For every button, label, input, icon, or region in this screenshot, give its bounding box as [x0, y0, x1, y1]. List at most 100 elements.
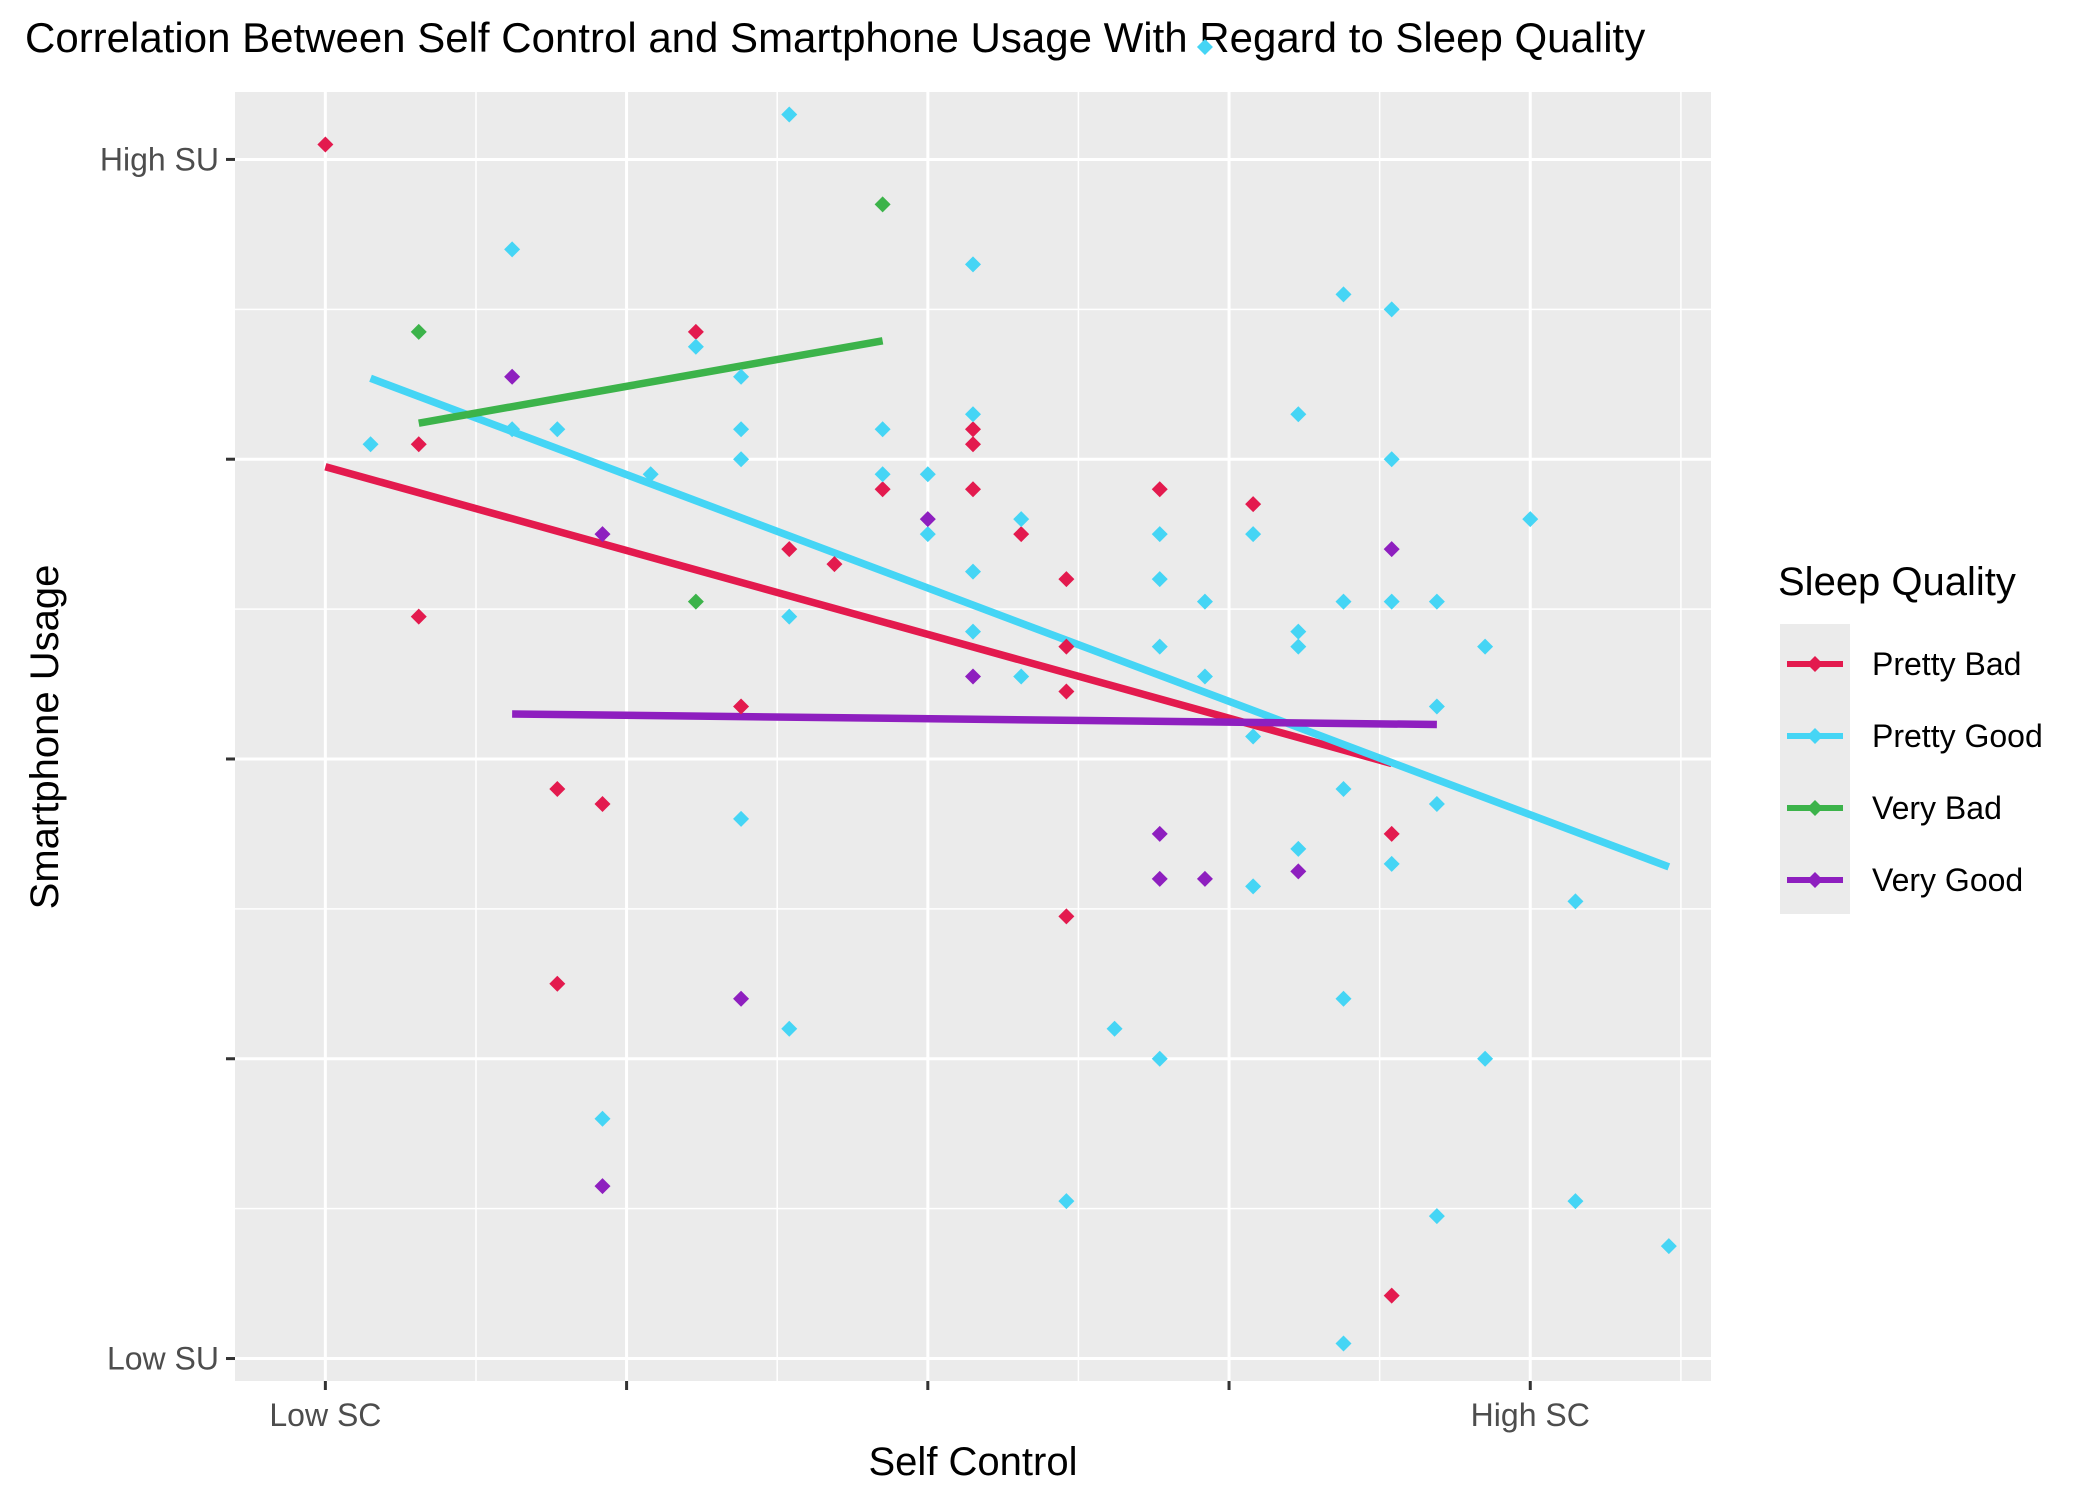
point-pretty-good [965, 256, 981, 273]
point-pretty-bad [1383, 825, 1400, 842]
point-pretty-bad [1058, 571, 1075, 588]
point-very-bad [687, 593, 704, 610]
point-pretty-good [1428, 698, 1445, 715]
point-pretty-good [362, 436, 379, 453]
legend-key-point [1807, 728, 1823, 744]
point-pretty-good [1522, 511, 1539, 528]
point-pretty-good [1660, 1238, 1677, 1255]
legend-key-point [1807, 872, 1823, 888]
point-pretty-good [1567, 1193, 1584, 1210]
point-pretty-good [1290, 623, 1307, 640]
point-very-good [1196, 870, 1213, 887]
point-pretty-good [1290, 406, 1307, 423]
point-pretty-good [1151, 638, 1168, 655]
point-pretty-bad [1245, 496, 1262, 513]
data-points [317, 39, 1677, 1352]
legend-label: Pretty Good [1872, 718, 2043, 754]
trend-lines [324, 337, 1671, 871]
point-very-good [504, 368, 521, 385]
y-tick-label: High SU [100, 141, 219, 177]
point-pretty-bad [965, 421, 981, 438]
legend-label: Pretty Bad [1872, 646, 2021, 682]
point-pretty-good [1335, 990, 1352, 1007]
point-pretty-good [919, 526, 936, 543]
point-pretty-bad [965, 481, 981, 498]
point-pretty-good [1477, 638, 1494, 655]
point-pretty-good [1335, 780, 1352, 797]
point-pretty-bad [1383, 1287, 1400, 1304]
point-pretty-good [965, 406, 981, 423]
point-pretty-good [965, 623, 981, 640]
legend: Sleep Quality Pretty Bad Pretty Good Very … [1778, 560, 2043, 914]
point-pretty-good [1013, 668, 1030, 685]
point-pretty-good [1058, 1193, 1075, 1210]
point-pretty-bad [781, 541, 798, 558]
point-pretty-bad [687, 323, 704, 340]
point-very-bad [874, 196, 891, 213]
point-pretty-bad [410, 608, 427, 625]
point-pretty-good [781, 106, 798, 123]
point-pretty-good [733, 421, 750, 438]
trend-line-pretty-good [369, 374, 1671, 871]
point-pretty-good [1151, 571, 1168, 588]
point-pretty-good [1196, 668, 1213, 685]
trend-line-very-good [512, 710, 1437, 729]
trend-line-pretty-bad [324, 463, 1393, 768]
point-pretty-bad [549, 780, 566, 797]
point-pretty-good [1383, 301, 1400, 318]
point-pretty-good [733, 451, 750, 468]
legend-key-background [1780, 624, 1850, 914]
point-pretty-good [874, 466, 891, 483]
legend-label: Very Bad [1872, 790, 2002, 826]
point-pretty-bad [1013, 526, 1030, 543]
point-pretty-bad [874, 481, 891, 498]
y-axis-title: Smartphone Usage [23, 565, 67, 910]
point-pretty-bad [965, 436, 981, 453]
point-pretty-bad [410, 436, 427, 453]
point-very-good [1151, 825, 1168, 842]
point-very-good [733, 990, 750, 1007]
point-pretty-good [1567, 893, 1584, 910]
point-pretty-good [1383, 593, 1400, 610]
point-pretty-good [1245, 728, 1262, 745]
point-pretty-good [781, 608, 798, 625]
point-pretty-good [1335, 593, 1352, 610]
point-pretty-bad [1058, 908, 1075, 925]
point-pretty-good [642, 466, 659, 483]
x-tick-label: High SC [1471, 1397, 1590, 1433]
point-pretty-good [733, 810, 750, 827]
point-pretty-good [1196, 593, 1213, 610]
x-tick-label: Low SC [269, 1397, 381, 1433]
point-pretty-good [1383, 451, 1400, 468]
point-pretty-good [1245, 526, 1262, 543]
point-pretty-bad [1151, 481, 1168, 498]
point-pretty-good [1428, 795, 1445, 812]
y-tick-label: Low SU [107, 1341, 219, 1377]
point-pretty-good [1335, 1335, 1352, 1352]
point-pretty-good [1428, 593, 1445, 610]
point-very-good [594, 1178, 611, 1195]
point-very-good [965, 668, 981, 685]
plot-panel [235, 92, 1711, 1381]
point-pretty-good [1013, 511, 1030, 528]
point-very-bad [410, 323, 427, 340]
point-pretty-good [733, 368, 750, 385]
point-pretty-bad [1058, 638, 1075, 655]
legend-label: Very Good [1872, 862, 2023, 898]
point-pretty-good [1477, 1050, 1494, 1067]
point-very-good [1383, 541, 1400, 558]
axes: Low SC High SC Low SU High SU [100, 141, 1590, 1433]
point-pretty-good [1335, 286, 1352, 303]
point-pretty-bad [549, 975, 566, 992]
point-pretty-good [1383, 855, 1400, 872]
grid-lines [235, 8, 1711, 1381]
point-pretty-good [594, 1110, 611, 1127]
point-pretty-good [874, 421, 891, 438]
point-pretty-bad [594, 795, 611, 812]
point-pretty-good [549, 421, 566, 438]
point-pretty-bad [1058, 683, 1075, 700]
point-pretty-good [504, 421, 521, 438]
point-very-good [919, 511, 936, 528]
point-pretty-good [965, 563, 981, 580]
point-pretty-good [919, 466, 936, 483]
